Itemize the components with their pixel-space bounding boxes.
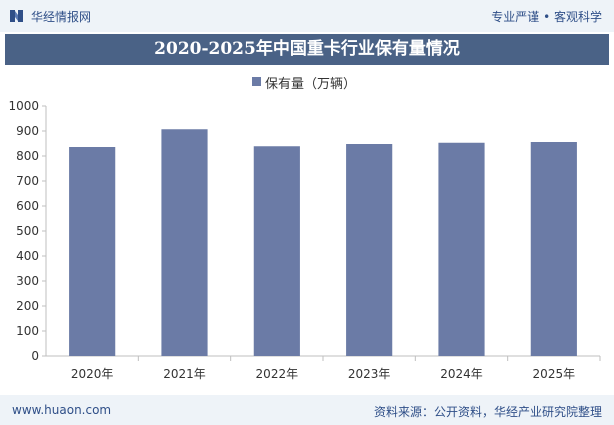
huajing-logo-icon [10,10,23,22]
chart-title: 2020-2025年中国重卡行业保有量情况 [5,34,609,65]
bar-4 [346,144,393,356]
y-tick-label: 700 [16,174,39,188]
source-note: 资料来源：公开资料，华经产业研究院整理 [373,405,602,419]
y-tick-label: 1000 [8,99,39,113]
legend-swatch [252,77,261,86]
bar-5 [438,142,485,356]
y-tick-label: 400 [16,249,39,263]
x-tick-label: 2022年 [256,367,299,381]
bar-3 [253,146,300,356]
x-tick-label: 2023年 [348,367,391,381]
x-tick-label: 2020年 [71,367,114,381]
x-tick-label: 2024年 [440,367,483,381]
bar-2 [161,129,208,356]
brand-name: 华经情报网 [31,10,92,24]
y-tick-label: 0 [31,349,39,363]
tagline: 专业严谨 • 客观科学 [491,10,602,24]
x-tick-label: 2025年 [533,367,576,381]
legend-label: 保有量（万辆） [265,77,357,92]
bar-1 [69,147,116,356]
top-banner: 华经情报网 专业严谨 • 客观科学 [0,0,614,32]
y-tick-label: 900 [16,124,39,138]
y-tick-label: 200 [16,299,39,313]
y-tick-label: 600 [16,199,39,213]
y-tick-label: 100 [16,324,39,338]
bar-chart: 0 100 200 300 400 500 600 700 800 900 1000 2020年 202… [8,99,601,381]
y-tick-label: 800 [16,149,39,163]
website-link[interactable]: www.huaon.com [12,403,112,417]
x-tick-label: 2021年 [163,367,206,381]
footer: www.huaon.com 资料来源：公开资料，华经产业研究院整理 [0,395,614,425]
bar-6 [530,142,577,356]
y-tick-label: 300 [16,274,39,288]
y-tick-label: 500 [16,224,39,238]
